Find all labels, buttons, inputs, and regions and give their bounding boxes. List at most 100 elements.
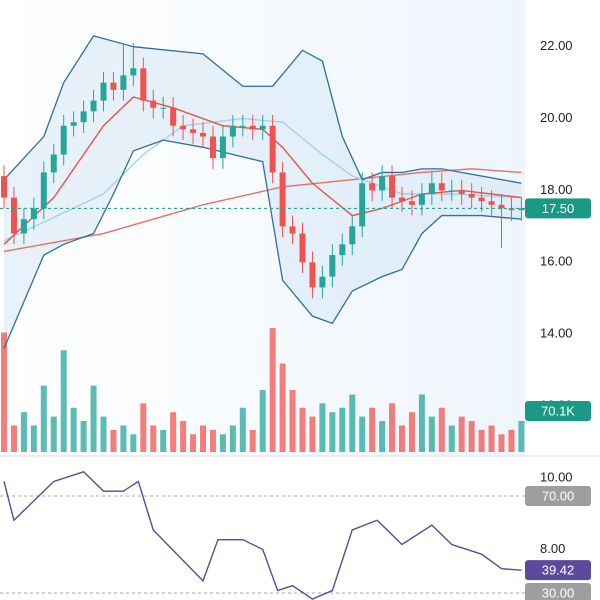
candle-body bbox=[369, 183, 376, 191]
volume-bar bbox=[498, 434, 505, 452]
volume-bar bbox=[319, 403, 326, 452]
candle-body bbox=[110, 82, 117, 90]
moving-average bbox=[3, 168, 522, 253]
volume-bar bbox=[40, 385, 47, 452]
price-plot bbox=[0, 35, 525, 452]
candle-body bbox=[50, 154, 57, 173]
rsi-plot bbox=[0, 470, 525, 600]
candle-body bbox=[60, 125, 67, 155]
candle-body bbox=[498, 204, 505, 209]
candle-body bbox=[408, 201, 415, 205]
volume-bar bbox=[279, 363, 286, 452]
value-tag-label: 70.1K bbox=[541, 403, 575, 418]
volume-bar bbox=[329, 412, 336, 452]
candle-body bbox=[468, 194, 475, 198]
volume-bar bbox=[428, 416, 435, 452]
volume-bar bbox=[229, 425, 236, 452]
candle-body bbox=[508, 208, 515, 211]
volume-bar bbox=[249, 429, 256, 452]
volume-bar bbox=[239, 407, 246, 452]
volume-bar bbox=[418, 394, 425, 452]
candle-body bbox=[180, 125, 187, 130]
candle-body bbox=[140, 68, 147, 101]
volume-bar bbox=[60, 350, 67, 452]
volume-bar bbox=[299, 407, 306, 452]
candle-body bbox=[30, 208, 37, 220]
volume-bar bbox=[408, 412, 415, 452]
candle-body bbox=[309, 262, 316, 288]
band-fill bbox=[4, 35, 522, 349]
volume-bar bbox=[349, 394, 356, 452]
moving-average bbox=[3, 117, 522, 242]
volume-bar bbox=[150, 425, 157, 452]
y-tick-label: 8.00 bbox=[540, 541, 565, 556]
volume-bar bbox=[180, 421, 187, 452]
volume-bar bbox=[488, 425, 495, 452]
candle-body bbox=[200, 132, 206, 137]
volume-bar bbox=[379, 421, 386, 452]
volume-bar bbox=[369, 407, 376, 452]
volume-bar bbox=[20, 412, 27, 452]
candle-body bbox=[448, 190, 455, 192]
y-tick-label: 20.00 bbox=[540, 110, 573, 125]
candle-body bbox=[10, 197, 17, 234]
candle-body bbox=[190, 129, 197, 133]
y-tick-label: 10.00 bbox=[540, 469, 573, 484]
candle-body bbox=[259, 125, 266, 130]
volume-bar bbox=[518, 420, 525, 452]
candle-body bbox=[70, 122, 77, 126]
volume-bar bbox=[70, 407, 77, 452]
candle-body bbox=[488, 201, 495, 205]
candle-body bbox=[518, 208, 525, 211]
value-tag-label: 39.42 bbox=[542, 563, 575, 578]
rsi-line bbox=[3, 470, 522, 600]
value-tag bbox=[525, 486, 591, 507]
volume-bar bbox=[468, 421, 475, 452]
volume-bar bbox=[190, 434, 197, 452]
volume-bar bbox=[120, 425, 127, 452]
candle-body bbox=[339, 244, 346, 256]
candle-body bbox=[239, 125, 246, 127]
candle-body bbox=[219, 136, 226, 159]
y-tick-label: 14.00 bbox=[540, 326, 573, 341]
price-pane bbox=[0, 0, 525, 455]
candle-body bbox=[150, 100, 157, 108]
candle-body bbox=[359, 183, 366, 227]
bollinger-upper bbox=[3, 35, 522, 184]
value-tag-label: 17.50 bbox=[542, 201, 575, 216]
volume-bar bbox=[339, 407, 346, 452]
y-tick-label: 22.00 bbox=[540, 38, 573, 53]
candle-body bbox=[379, 176, 386, 191]
candle-body bbox=[299, 233, 306, 263]
value-tag bbox=[525, 560, 591, 581]
volume-bar bbox=[110, 429, 117, 452]
candle-body bbox=[120, 75, 127, 90]
candle-body bbox=[229, 125, 236, 137]
volume-bar bbox=[90, 385, 97, 452]
volume-bar bbox=[170, 412, 177, 452]
volume-bar bbox=[389, 403, 396, 452]
candle-body bbox=[438, 183, 445, 191]
candle-body bbox=[40, 172, 47, 209]
volume-bar bbox=[80, 421, 87, 452]
volume-bar bbox=[200, 425, 206, 452]
candle-body bbox=[80, 111, 87, 123]
value-tag bbox=[525, 582, 591, 600]
value-tag-label: 70.00 bbox=[542, 488, 575, 503]
volume-bar bbox=[160, 429, 167, 452]
volume-bar bbox=[478, 429, 485, 452]
candle-body bbox=[399, 197, 405, 202]
candle-body bbox=[209, 136, 216, 159]
volume-bar bbox=[399, 425, 405, 452]
volume-bar bbox=[30, 425, 37, 452]
volume-bar bbox=[269, 328, 276, 452]
value-tag-label: 30.00 bbox=[542, 585, 575, 600]
volume-bar bbox=[1, 332, 7, 452]
candle-body bbox=[160, 107, 167, 109]
volume-bar bbox=[50, 416, 57, 452]
volume-bar bbox=[10, 425, 17, 452]
candle-body bbox=[249, 125, 256, 130]
candle-body bbox=[1, 176, 7, 198]
bollinger-lower bbox=[3, 139, 522, 349]
